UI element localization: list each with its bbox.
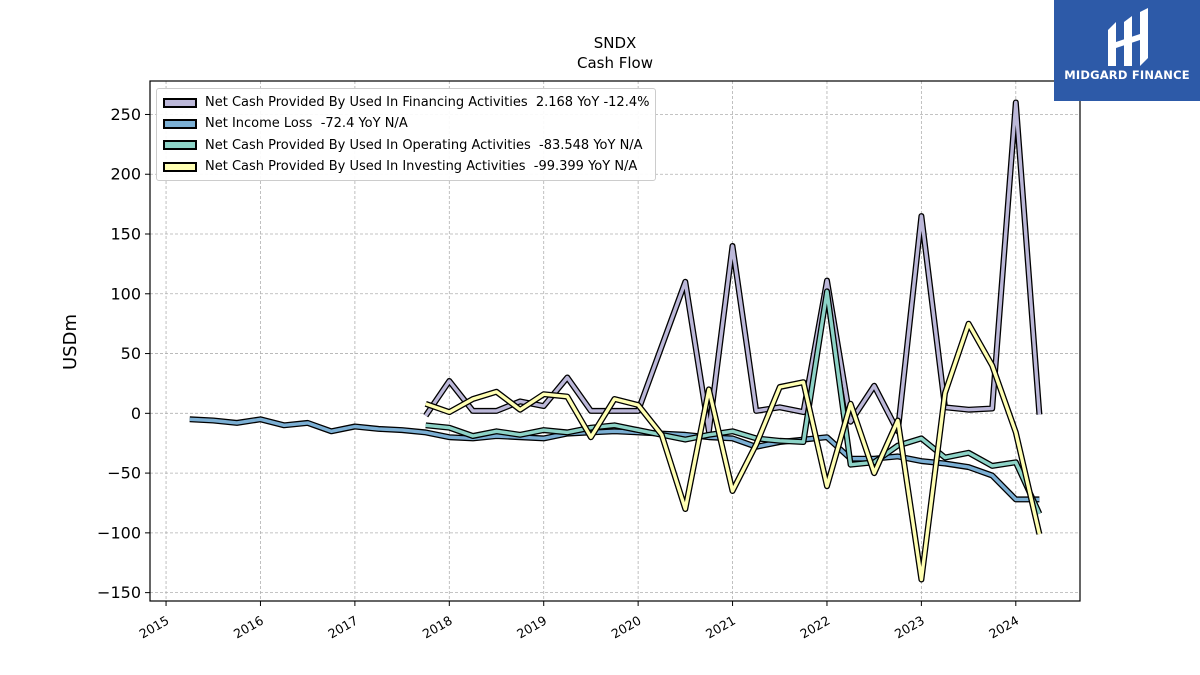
x-tick-label: 2016 — [231, 613, 266, 642]
legend-swatch — [163, 97, 197, 108]
chart-subtitle: Cash Flow — [577, 54, 653, 72]
y-tick-label: 150 — [110, 225, 141, 244]
legend-swatch — [163, 118, 197, 129]
plot-frame — [149, 80, 1081, 602]
y-axis-label: USDm — [60, 314, 81, 370]
series-line-0 — [424, 100, 1042, 433]
x-tick-label: 2023 — [892, 613, 927, 642]
x-tick-label: 2021 — [703, 613, 738, 642]
legend-item-1: Net Income Loss -72.4 YoY N/A — [163, 113, 649, 134]
legend-item-3: Net Cash Provided By Used In Investing A… — [163, 156, 649, 177]
x-tick-label: 2022 — [797, 613, 832, 642]
x-tick-label: 2019 — [514, 613, 549, 642]
chart-title: SNDX — [594, 34, 637, 52]
brand-logo: MIDGARD FINANCE — [1054, 0, 1200, 101]
y-tick-label: 100 — [110, 284, 141, 303]
x-tick-label: 2020 — [609, 613, 644, 642]
y-axis-ticks: −150 −100 −50 0 50 100 150 200 250 — [97, 105, 150, 602]
y-tick-label: 200 — [110, 165, 141, 184]
legend-label: Net Cash Provided By Used In Operating A… — [205, 137, 643, 153]
brand-logo-text: MIDGARD FINANCE — [1064, 68, 1190, 82]
legend-item-2: Net Cash Provided By Used In Operating A… — [163, 135, 649, 156]
legend-swatch — [163, 140, 197, 151]
x-tick-label: 2018 — [420, 613, 455, 642]
series-lines — [189, 99, 1043, 583]
legend-swatch — [163, 161, 197, 172]
legend-label: Net Cash Provided By Used In Investing A… — [205, 159, 638, 175]
y-tick-label: −50 — [107, 464, 141, 483]
y-tick-label: 250 — [110, 105, 141, 124]
brand-logo-mark-icon — [1108, 8, 1148, 66]
legend: Net Cash Provided By Used In Financing A… — [156, 88, 657, 182]
x-axis-ticks: 2015 2016 2017 2018 2019 2020 2021 2022 2023 2024 — [137, 601, 1021, 642]
series-line-3 — [425, 322, 1042, 582]
x-tick-label: 2015 — [137, 613, 172, 642]
legend-label: Net Income Loss -72.4 YoY N/A — [205, 116, 408, 132]
x-tick-label: 2017 — [325, 613, 360, 642]
legend-label: Net Cash Provided By Used In Financing A… — [205, 95, 650, 111]
legend-item-0: Net Cash Provided By Used In Financing A… — [163, 92, 649, 113]
y-tick-label: 50 — [121, 344, 141, 363]
y-tick-label: 0 — [131, 404, 141, 423]
y-tick-label: −100 — [97, 523, 141, 542]
x-tick-label: 2024 — [986, 613, 1021, 642]
series-line-1 — [189, 417, 1040, 502]
y-tick-label: −150 — [97, 583, 141, 602]
